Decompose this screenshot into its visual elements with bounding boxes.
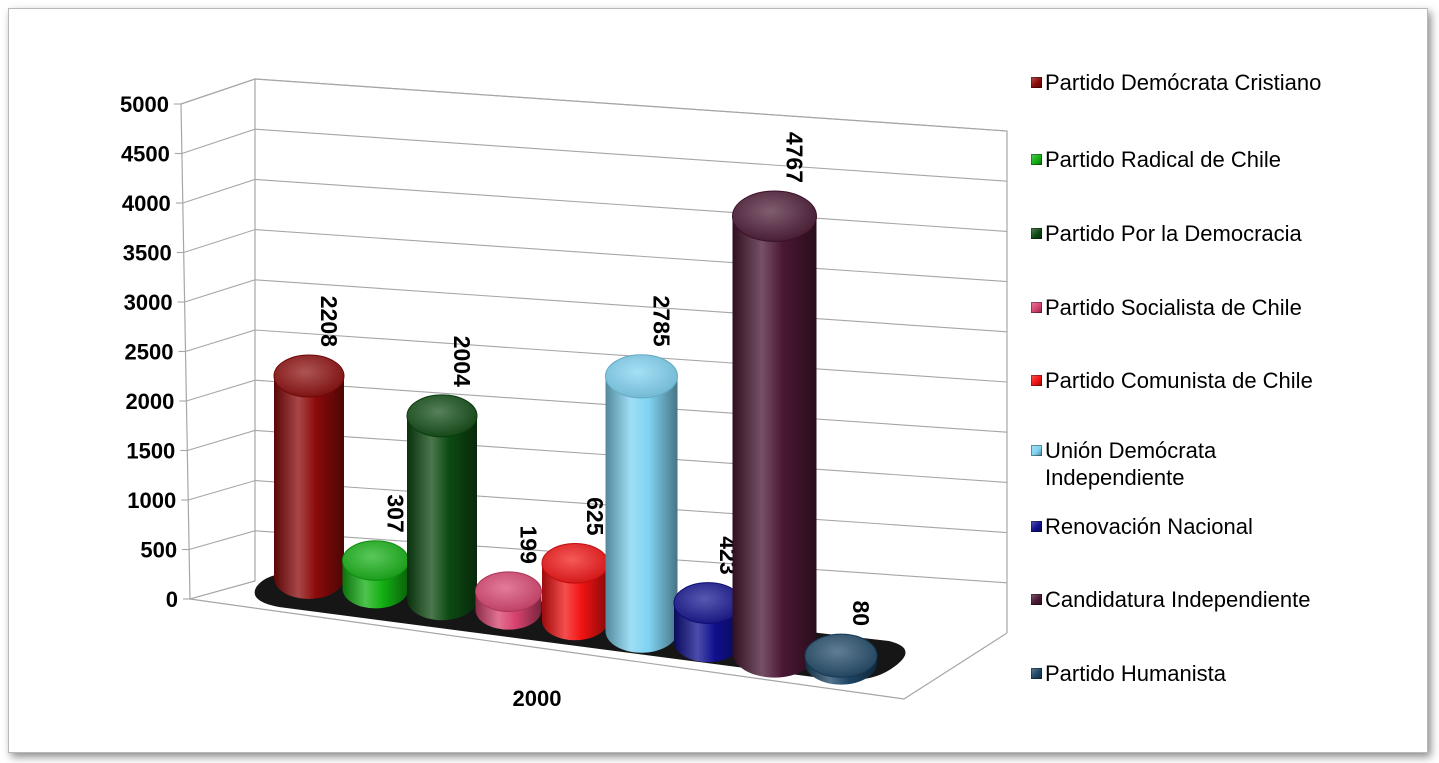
- bar: [406, 394, 478, 621]
- gridline: [183, 229, 256, 254]
- data-label: 2785: [649, 296, 675, 347]
- gridline: [187, 429, 256, 452]
- legend-item: Partido Radical de Chile: [1031, 146, 1385, 173]
- y-tick-label: 0: [166, 587, 178, 612]
- x-category-label: 2000: [513, 686, 562, 711]
- chart-frame: 0 500 1000 1500 2000 2500 3000 3500 4000 4500 5000…: [8, 8, 1428, 753]
- legend-label: Partido Comunista de Chile: [1045, 368, 1313, 393]
- bar-top: [475, 571, 542, 612]
- gridline: [180, 78, 256, 105]
- gridline: [188, 480, 256, 501]
- y-tick-label: 2500: [125, 340, 174, 365]
- legend-swatch: [1031, 375, 1042, 386]
- bar: [475, 571, 542, 630]
- legend-item: Renovación Nacional: [1031, 513, 1385, 540]
- legend-swatch: [1031, 521, 1042, 532]
- y-tick-label: 4000: [122, 191, 171, 216]
- gridline: [188, 530, 256, 551]
- y-tick-label: 1000: [127, 488, 176, 513]
- gridline: [185, 329, 256, 353]
- legend-item: Candidatura Independiente: [1031, 586, 1385, 613]
- legend-swatch: [1031, 154, 1042, 165]
- legend-label: Renovación Nacional: [1045, 514, 1253, 539]
- legend-swatch: [1031, 668, 1042, 679]
- left-wall: [180, 78, 256, 600]
- bar-body: [274, 375, 344, 599]
- gridline: [186, 379, 256, 402]
- y-tick-label: 4500: [121, 142, 170, 167]
- legend-label: Partido Demócrata Cristiano: [1045, 70, 1322, 95]
- legend-label: Candidatura Independiente: [1045, 587, 1311, 612]
- data-label: 2004: [449, 336, 475, 387]
- bar-body: [605, 376, 678, 653]
- legend-item: Partido Socialista de Chile: [1031, 294, 1385, 321]
- legend-swatch: [1031, 445, 1042, 456]
- legend-swatch: [1031, 228, 1042, 239]
- legend-item: Partido Por la Democracia: [1031, 220, 1385, 247]
- data-label: 307: [383, 494, 409, 532]
- bar-top: [804, 633, 878, 678]
- bar-top: [541, 543, 609, 584]
- legend-swatch: [1031, 77, 1042, 88]
- bar: [673, 582, 743, 663]
- y-tick-label: 500: [140, 538, 177, 563]
- legend-label: Partido Radical de Chile: [1045, 147, 1282, 172]
- bar-top: [406, 394, 478, 438]
- gridline: [254, 128, 1008, 182]
- bar-body: [407, 415, 477, 621]
- legend-item: Partido Demócrata Cristiano: [1031, 69, 1385, 96]
- bar-top: [673, 582, 743, 624]
- bar: [273, 354, 345, 599]
- legend-swatch: [1031, 302, 1042, 313]
- floor-edge: [189, 598, 1008, 700]
- gridline: [254, 178, 1008, 232]
- legend-item: Partido Humanista: [1031, 660, 1385, 687]
- data-label: 625: [582, 497, 608, 536]
- bar: [342, 540, 409, 609]
- data-label: 199: [516, 525, 542, 563]
- gridline: [181, 128, 256, 155]
- gridline: [182, 178, 256, 204]
- bar-body: [542, 563, 608, 641]
- legend-label: Unión Demócrata Independiente: [1045, 438, 1217, 490]
- chart-plot: 0 500 1000 1500 2000 2500 3000 3500 4000 4500 5000…: [120, 78, 1008, 711]
- data-label: 80: [848, 600, 874, 626]
- legend-item: Unión Demócrata Independiente: [1031, 437, 1295, 491]
- legend-label: Partido Humanista: [1045, 661, 1226, 686]
- bar: [732, 190, 817, 678]
- gridline: [254, 78, 1008, 132]
- bar: [541, 543, 609, 641]
- data-label: 4767: [782, 132, 808, 183]
- legend-label: Partido Socialista de Chile: [1045, 295, 1302, 320]
- gridline: [184, 279, 256, 303]
- y-tick-label: 1500: [126, 439, 175, 464]
- bar-top: [342, 540, 409, 581]
- legend-swatch: [1031, 594, 1042, 605]
- y-tick-label: 5000: [120, 92, 169, 117]
- legend-item: Partido Comunista de Chile: [1031, 367, 1385, 394]
- bar-body: [732, 216, 817, 678]
- bar-top: [605, 354, 678, 399]
- y-tick-label: 3000: [124, 290, 173, 315]
- gridline: [254, 229, 1008, 283]
- gridline: [254, 279, 1008, 333]
- y-tick-label: 2000: [125, 389, 174, 414]
- bar: [804, 633, 878, 685]
- y-tick-label: 3500: [123, 241, 172, 266]
- bar-top: [732, 190, 817, 242]
- legend-label: Partido Por la Democracia: [1045, 221, 1302, 246]
- bar: [605, 354, 678, 653]
- data-label: 2208: [316, 296, 342, 347]
- bar-top: [273, 354, 345, 398]
